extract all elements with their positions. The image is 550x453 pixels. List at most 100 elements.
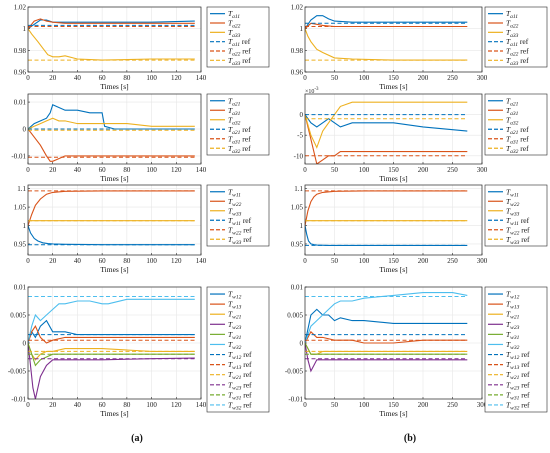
plot-area <box>28 7 201 72</box>
x-tick-label: 140 <box>196 257 207 265</box>
y-tick-label: 0 <box>23 126 27 134</box>
y-tick-label: 0.01 <box>14 99 27 107</box>
legend-box <box>484 6 548 68</box>
y-tick-label: 1.05 <box>291 204 304 212</box>
y-tick-label: 0.98 <box>14 47 27 55</box>
legend-entry: Tw12 <box>228 290 242 301</box>
y-tick-label: 0.96 <box>291 69 304 77</box>
axes-box <box>27 184 202 256</box>
series-line-1 <box>305 114 468 164</box>
legend-entry: Ta33 <box>506 28 519 39</box>
legend-entry: Ta31 <box>228 106 241 117</box>
y-tick-label: 0.98 <box>291 47 304 55</box>
y-tick-label: 0.005 <box>287 312 303 320</box>
legend-entry: Ta31 <box>506 106 519 117</box>
x-tick-label: 40 <box>74 166 82 174</box>
chart-b1: 0 50 100 150 200 250 300 0.96 0.98 1 1.02 Times [s]… <box>291 4 548 91</box>
legend-entry: Tw31 ref <box>228 390 252 401</box>
legend-entry: Ta32 <box>506 115 519 126</box>
legend-entry: Tw31 <box>506 330 520 341</box>
x-tick-label: 80 <box>123 257 131 265</box>
legend-entry: Tw11 ref <box>506 216 530 227</box>
legend-entry: Tw13 <box>228 300 242 311</box>
series-line-0 <box>305 114 468 132</box>
legend-entry: Ta22 ref <box>228 47 251 58</box>
x-tick-label: 60 <box>99 401 107 409</box>
axes-box <box>27 93 202 165</box>
legend-entry: Tw11 <box>228 187 241 198</box>
x-tick-label: 250 <box>447 74 458 82</box>
legend-entry: Ta22 ref <box>506 47 529 58</box>
legend-entry: Ta33 <box>228 28 241 39</box>
y-tick-label: 0 <box>300 340 304 348</box>
x-tick-label: 300 <box>477 401 488 409</box>
y-tick-label: -0.01 <box>11 396 26 404</box>
y-tick-label: 0.01 <box>291 284 304 292</box>
x-tick-label: 40 <box>74 74 82 82</box>
y-tick-label: 1.02 <box>14 4 27 12</box>
x-tick-label: 250 <box>447 257 458 265</box>
x-tick-label: 40 <box>74 257 82 265</box>
legend-entry: Tw33 ref <box>228 235 252 246</box>
chart-b3: 0 50 100 150 200 250 300 0.95 1 1.05 1.1 Times [s] T… <box>291 184 548 274</box>
series-line-3 <box>305 342 468 373</box>
y-tick-label: 0 <box>23 340 27 348</box>
x-tick-label: 60 <box>99 257 107 265</box>
y-tick-label: 0 <box>300 111 304 119</box>
y-tick-label: 1 <box>300 222 304 230</box>
axes-box <box>27 286 202 400</box>
y-exponent-label: ×10-3 <box>305 87 319 95</box>
x-tick-label: 100 <box>146 257 157 265</box>
x-tick-label: 80 <box>123 166 131 174</box>
y-tick-label: -0.005 <box>8 368 27 376</box>
legend-box <box>484 286 548 413</box>
legend-entry: Tw32 <box>228 340 242 351</box>
y-tick-label: 1.1 <box>17 185 26 193</box>
axes-box <box>304 184 483 256</box>
legend-box <box>484 93 548 156</box>
y-tick-label: 1.05 <box>14 204 27 212</box>
x-tick-label: 80 <box>123 401 131 409</box>
y-tick-label: 0.005 <box>10 312 26 320</box>
x-tick-label: 50 <box>331 257 339 265</box>
legend-box <box>206 286 270 413</box>
x-tick-label: 200 <box>418 166 429 174</box>
legend-entry: Tw13 ref <box>506 360 530 371</box>
legend-entry: Tw22 ref <box>228 225 252 236</box>
legend-entry: Tw11 <box>506 187 519 198</box>
y-tick-label: 1 <box>300 25 304 33</box>
legend-entry: Ta21 <box>228 96 241 107</box>
x-tick-label: 0 <box>26 257 30 265</box>
x-tick-label: 60 <box>99 74 107 82</box>
series-group <box>28 296 195 399</box>
legend-entry: Ta21 <box>506 96 519 107</box>
x-tick-label: 150 <box>388 74 399 82</box>
legend-entry: Ta32 ref <box>228 144 251 155</box>
legend-entry: Ta22 <box>506 19 519 30</box>
x-tick-label: 150 <box>388 166 399 174</box>
x-tick-label: 140 <box>196 74 207 82</box>
x-tick-label: 300 <box>477 166 488 174</box>
chart-b4: 0 50 100 150 200 250 300 -0.01 -0.005 0 0.005 0.01 T… <box>285 284 548 418</box>
legend-entry: Tw31 ref <box>506 390 530 401</box>
legend-entry: Ta33 ref <box>228 56 251 67</box>
legend-entry: Tw33 <box>228 206 242 217</box>
x-tick-label: 100 <box>359 74 370 82</box>
legend-entry: Tw22 <box>506 197 520 208</box>
legend-entry: Tw33 <box>506 206 520 217</box>
series-line-2 <box>305 101 468 149</box>
x-axis-label: Times [s] <box>379 82 407 91</box>
series-line-0 <box>28 319 195 344</box>
legend-box <box>206 184 270 247</box>
series-line-1 <box>28 128 195 162</box>
legend-box <box>484 184 548 247</box>
legend-entry: Tw21 ref <box>228 370 252 381</box>
series-group <box>305 190 468 246</box>
x-tick-label: 50 <box>331 401 339 409</box>
